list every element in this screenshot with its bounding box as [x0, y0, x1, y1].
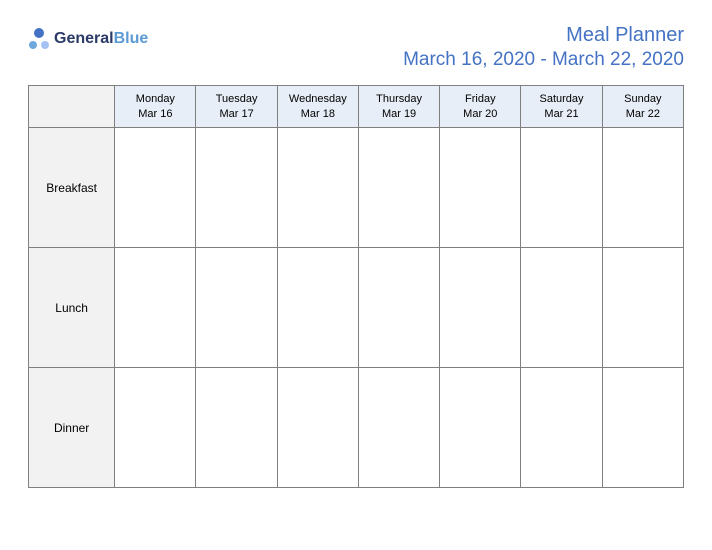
table-row: Lunch	[29, 248, 684, 368]
table-row: Dinner	[29, 368, 684, 488]
day-label: Sunday	[605, 92, 681, 106]
col-header: MondayMar 16	[115, 86, 196, 128]
cell[interactable]	[440, 248, 521, 368]
col-header: FridayMar 20	[440, 86, 521, 128]
cell[interactable]	[440, 128, 521, 248]
logo-text-2: Blue	[114, 30, 149, 47]
day-label: Tuesday	[198, 92, 274, 106]
header-row: MondayMar 16 TuesdayMar 17 WednesdayMar …	[29, 86, 684, 128]
cell[interactable]	[521, 128, 602, 248]
cell[interactable]	[602, 368, 683, 488]
row-header: Lunch	[29, 248, 115, 368]
cell[interactable]	[521, 248, 602, 368]
date-label: Mar 18	[280, 107, 356, 121]
logo-icon	[28, 28, 50, 50]
day-label: Wednesday	[280, 92, 356, 106]
col-header: SaturdayMar 21	[521, 86, 602, 128]
col-header: SundayMar 22	[602, 86, 683, 128]
col-header: ThursdayMar 19	[358, 86, 439, 128]
cell[interactable]	[277, 368, 358, 488]
cell[interactable]	[196, 248, 277, 368]
cell[interactable]	[358, 368, 439, 488]
date-label: Mar 20	[442, 107, 518, 121]
corner-cell	[29, 86, 115, 128]
day-label: Monday	[117, 92, 193, 106]
cell[interactable]	[115, 368, 196, 488]
day-label: Saturday	[523, 92, 599, 106]
day-label: Friday	[442, 92, 518, 106]
cell[interactable]	[277, 128, 358, 248]
table-row: Breakfast	[29, 128, 684, 248]
title-block: Meal Planner March 16, 2020 - March 22, …	[403, 24, 684, 71]
cell[interactable]	[277, 248, 358, 368]
date-label: Mar 21	[523, 107, 599, 121]
date-label: Mar 16	[117, 107, 193, 121]
logo-text: GeneralBlue	[54, 30, 148, 48]
date-label: Mar 22	[605, 107, 681, 121]
cell[interactable]	[602, 128, 683, 248]
col-header: WednesdayMar 18	[277, 86, 358, 128]
cell[interactable]	[521, 368, 602, 488]
cell[interactable]	[602, 248, 683, 368]
day-label: Thursday	[361, 92, 437, 106]
cell[interactable]	[358, 248, 439, 368]
date-label: Mar 19	[361, 107, 437, 121]
row-header: Breakfast	[29, 128, 115, 248]
page-title: Meal Planner	[403, 24, 684, 47]
col-header: TuesdayMar 17	[196, 86, 277, 128]
cell[interactable]	[440, 368, 521, 488]
logo: GeneralBlue	[28, 24, 148, 50]
cell[interactable]	[115, 248, 196, 368]
cell[interactable]	[358, 128, 439, 248]
cell[interactable]	[196, 368, 277, 488]
row-header: Dinner	[29, 368, 115, 488]
meal-planner-table: MondayMar 16 TuesdayMar 17 WednesdayMar …	[28, 85, 684, 488]
cell[interactable]	[196, 128, 277, 248]
header: GeneralBlue Meal Planner March 16, 2020 …	[28, 24, 684, 71]
date-label: Mar 17	[198, 107, 274, 121]
page-subtitle: March 16, 2020 - March 22, 2020	[403, 49, 684, 71]
cell[interactable]	[115, 128, 196, 248]
logo-text-1: General	[54, 30, 114, 47]
